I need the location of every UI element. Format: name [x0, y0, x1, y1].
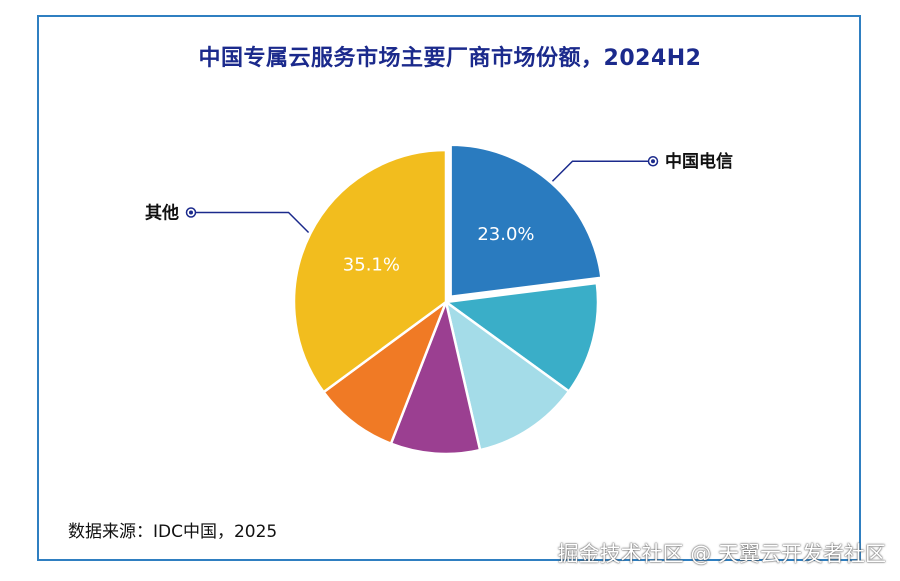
- data-source-note: 数据来源：IDC中国，2025: [68, 522, 278, 542]
- pie-labels: 23.0% 中国电信 35.1% 其他: [145, 151, 733, 275]
- pie-slice-0: [449, 143, 603, 299]
- watermark: 掘金技术社区 @ 天翼云开发者社区: [557, 542, 886, 566]
- pie-slice-3: [389, 297, 482, 456]
- leader-line-0: [551, 160, 648, 182]
- chart-frame: [37, 15, 861, 561]
- pie-slice-2: [444, 299, 571, 452]
- slice-category-label-0: 中国电信: [665, 151, 733, 172]
- leader-marker-dot-0: [651, 159, 655, 164]
- pie-slice-4: [321, 298, 449, 446]
- pie-slices: [292, 143, 603, 456]
- leader-line-5: [196, 211, 310, 234]
- leader-marker-dot-5: [189, 210, 193, 215]
- pie-slice-1: [442, 281, 600, 394]
- slice-category-label-5: 其他: [145, 203, 179, 224]
- pie-slice-5: [292, 148, 448, 394]
- chart-title: 中国专属云服务市场主要厂商市场份额，2024H2: [198, 46, 702, 71]
- slice-value-label-5: 35.1%: [343, 254, 400, 275]
- slice-value-label-0: 23.0%: [477, 224, 534, 245]
